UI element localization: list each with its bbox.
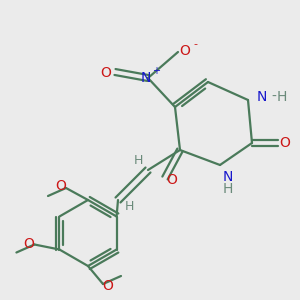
Text: H: H bbox=[124, 200, 134, 212]
Text: O: O bbox=[280, 136, 290, 150]
Text: O: O bbox=[180, 44, 190, 58]
Text: N: N bbox=[223, 170, 233, 184]
Text: +: + bbox=[152, 66, 160, 76]
Text: N: N bbox=[257, 90, 267, 104]
Text: O: O bbox=[100, 66, 111, 80]
Text: -: - bbox=[193, 39, 197, 49]
Text: H: H bbox=[133, 154, 143, 167]
Text: H: H bbox=[277, 90, 287, 104]
Text: N: N bbox=[141, 71, 151, 85]
Text: O: O bbox=[167, 173, 177, 187]
Text: O: O bbox=[103, 279, 113, 293]
Text: O: O bbox=[23, 236, 34, 250]
Text: H: H bbox=[223, 182, 233, 196]
Text: O: O bbox=[56, 179, 66, 193]
Text: -: - bbox=[272, 90, 276, 104]
